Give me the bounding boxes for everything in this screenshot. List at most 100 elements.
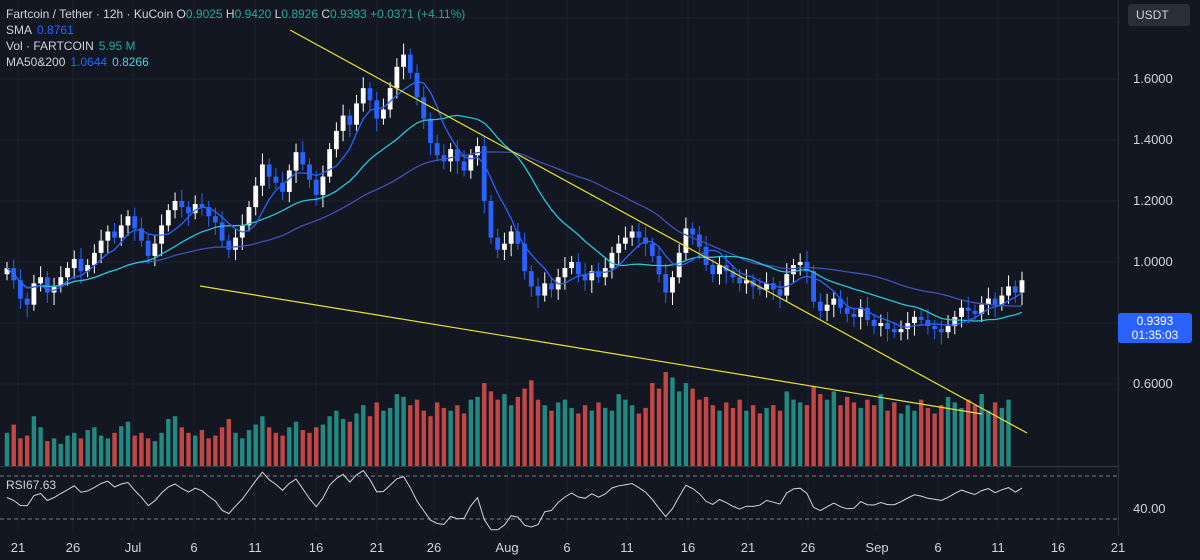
- candle-body: [596, 271, 601, 278]
- candle-body: [891, 329, 897, 333]
- volume-bar: [865, 399, 870, 466]
- ma50-value: 1.0644: [70, 55, 108, 69]
- candle-body: [212, 216, 218, 223]
- volume-bar: [878, 394, 884, 466]
- candle-body: [448, 149, 454, 162]
- candle-body: [407, 54, 413, 73]
- volume-bar: [871, 405, 877, 466]
- volume-bar: [293, 421, 299, 466]
- candle-body: [206, 207, 212, 217]
- volume-bar: [912, 410, 917, 466]
- ohlc-key: C: [318, 7, 331, 21]
- volume-bar: [824, 399, 830, 466]
- volume-bar: [972, 405, 978, 466]
- volume-bar: [676, 391, 682, 466]
- volume-bar: [448, 410, 453, 466]
- time-tick-label: Jul: [125, 540, 142, 555]
- time-tick-label: 16: [681, 540, 695, 555]
- quote-unit-badge[interactable]: USDT: [1128, 4, 1190, 26]
- volume-bar: [428, 416, 433, 466]
- volume-bar: [4, 432, 10, 466]
- time-tick-label: 26: [427, 540, 441, 555]
- candle-body: [502, 243, 507, 250]
- candle-body: [589, 271, 595, 281]
- volume-bar: [78, 438, 84, 466]
- volume-bar: [434, 402, 440, 466]
- volume-bar: [488, 391, 494, 466]
- candle-body: [98, 240, 104, 253]
- volume-bar: [240, 438, 245, 466]
- time-tick-label: 11: [620, 540, 634, 555]
- ma-label: MA50&200: [6, 55, 66, 69]
- volume-bar: [112, 432, 117, 466]
- volume-bar: [152, 441, 158, 466]
- time-tick-label: 26: [801, 540, 815, 555]
- volume-bar: [314, 427, 319, 466]
- candle-body: [636, 231, 642, 238]
- candle-body: [992, 298, 998, 305]
- candle-body: [811, 271, 817, 302]
- volume-bar: [737, 399, 742, 466]
- candle-body: [777, 289, 783, 296]
- volume-bar: [992, 402, 998, 466]
- time-tick-label: 6: [934, 540, 941, 555]
- candle-body: [864, 307, 870, 320]
- volume-legend[interactable]: Vol · FARTCOIN 5.95 M: [6, 38, 135, 54]
- volume-bar: [166, 419, 171, 466]
- volume-bar: [401, 396, 406, 466]
- ohlc-value: 0.9393: [330, 7, 367, 21]
- volume-bar: [408, 405, 413, 466]
- volume-bar: [139, 432, 144, 466]
- volume-bar: [24, 435, 30, 466]
- candle-body: [481, 146, 487, 201]
- symbol-title: Fartcoin / Tether · 12h · KuCoin: [6, 7, 174, 21]
- candle-body: [374, 100, 380, 119]
- candle-body: [730, 271, 736, 278]
- candle-body: [44, 277, 50, 293]
- candle-body: [18, 280, 23, 299]
- ohlc-value: 0.9025: [185, 7, 223, 21]
- time-tick-label: 21: [1111, 540, 1125, 555]
- candle-body: [394, 66, 400, 89]
- candle-body: [683, 228, 689, 253]
- candle-body: [421, 97, 427, 119]
- volume-bar: [475, 396, 480, 466]
- candle-body: [515, 231, 521, 244]
- moving-averages: [6, 80, 1023, 328]
- volume-bar: [233, 432, 238, 466]
- volume-bar: [724, 402, 729, 466]
- candle-body: [51, 286, 57, 293]
- sma-legend[interactable]: SMA 0.8761: [6, 22, 74, 38]
- price-tick-label: 1.2000: [1133, 193, 1173, 208]
- bar-countdown: 01:35:03: [1131, 328, 1179, 342]
- price-tick-label: 1.0000: [1133, 254, 1173, 269]
- volume-bar: [199, 430, 205, 466]
- candle-body: [851, 313, 857, 317]
- candle-body: [475, 146, 480, 156]
- volume-bar: [347, 421, 353, 466]
- candle-body: [898, 329, 904, 333]
- candle-body: [1012, 286, 1018, 293]
- volume-bar: [206, 438, 211, 466]
- volume-bar: [280, 435, 285, 466]
- volume-bar: [38, 427, 43, 466]
- vol-label: Vol · FARTCOIN: [6, 39, 94, 53]
- candle-body: [165, 210, 171, 226]
- rsi-tick-label: 40.00: [1133, 501, 1166, 516]
- rsi-legend[interactable]: RSI67.63: [6, 478, 56, 492]
- candle-body: [609, 252, 615, 269]
- volume-bar: [535, 399, 541, 466]
- volume-bar: [253, 424, 258, 466]
- candle-body: [273, 176, 279, 183]
- candle-body: [764, 283, 769, 290]
- volume-bar: [703, 396, 709, 466]
- candle-body: [535, 286, 541, 296]
- symbol-legend: Fartcoin / Tether · 12h · KuCoin O0.9025…: [6, 6, 465, 22]
- volume-bar: [918, 399, 924, 466]
- volume-bar: [105, 438, 111, 466]
- ma-legend[interactable]: MA50&200 1.0644 0.8266: [6, 54, 149, 70]
- candle-body: [925, 319, 931, 327]
- time-tick-label: 11: [991, 540, 1005, 555]
- candle-body: [905, 323, 911, 330]
